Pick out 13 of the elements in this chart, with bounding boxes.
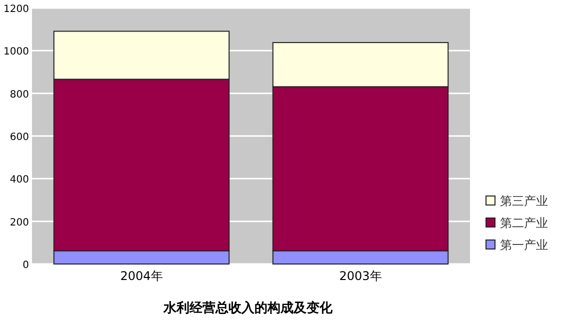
- legend-label: 第二产业: [500, 216, 548, 230]
- y-tick-label: 1000: [4, 46, 29, 58]
- legend-label: 第一产业: [500, 238, 548, 252]
- y-tick-label: 1200: [4, 4, 29, 15]
- x-tick-label: 2004年: [120, 269, 163, 283]
- y-tick-label: 800: [10, 89, 29, 100]
- y-tick-label: 600: [10, 132, 29, 143]
- y-tick-label: 0: [22, 260, 29, 271]
- legend-label: 第三产业: [500, 194, 548, 208]
- y-tick-label: 200: [10, 217, 29, 228]
- text: 水利经营总收入的构成及变化: [162, 300, 334, 316]
- x-tick-label: 2003年: [339, 269, 382, 283]
- y-tick-label: 400: [10, 174, 29, 186]
